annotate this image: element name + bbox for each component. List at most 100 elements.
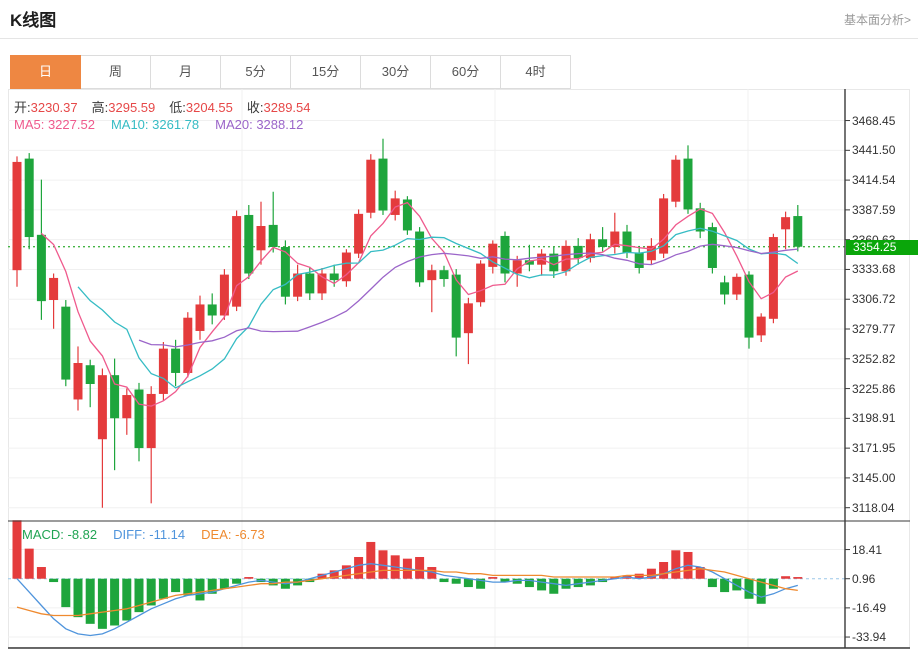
tab-月[interactable]: 月: [151, 55, 221, 89]
price-tick: 3414.54: [852, 173, 896, 188]
macd-bar: [219, 578, 229, 589]
dea-line: [16, 568, 798, 617]
candle-body: [24, 158, 34, 238]
candle-body: [195, 304, 205, 331]
macd-bar: [524, 578, 534, 588]
macd-bar: [366, 541, 376, 579]
tab-15分[interactable]: 15分: [291, 55, 361, 89]
candle-body: [329, 273, 339, 281]
header-divider: [0, 38, 918, 39]
macd-bar: [341, 565, 351, 579]
candle-body: [512, 260, 522, 274]
tab-日[interactable]: 日: [10, 55, 81, 89]
macd-tick: -33.94: [852, 630, 887, 645]
macd-bar: [49, 578, 59, 583]
candle-body: [354, 213, 364, 254]
candle-body: [744, 274, 754, 338]
candle-body: [232, 216, 242, 307]
candle-body: [427, 270, 437, 281]
page-title: K线图: [10, 11, 57, 30]
candle-body: [732, 276, 742, 295]
candle-body: [720, 282, 730, 295]
candle-body: [366, 159, 376, 213]
macd-bar: [451, 578, 461, 584]
candle-body: [768, 237, 778, 319]
tab-5分[interactable]: 5分: [221, 55, 291, 89]
price-tick: 3118.04: [852, 500, 895, 515]
dea-legend: DEA: -6.73: [201, 527, 265, 542]
macd-bar: [744, 578, 754, 599]
interval-tab-bar: 日周月 5分 15分 30分 60分 4时: [10, 55, 571, 89]
candle-body: [97, 375, 107, 440]
diff-line: [16, 563, 798, 637]
candle-body: [12, 161, 22, 271]
macd-bar: [97, 578, 107, 629]
candle-body: [585, 239, 595, 259]
candle-body: [341, 252, 351, 282]
macd-bar: [24, 548, 34, 579]
candle-body: [73, 363, 83, 400]
macd-bar: [354, 556, 364, 579]
candle-body: [256, 226, 266, 251]
macd-bar: [232, 578, 242, 584]
ohlc-label: 高:: [91, 100, 109, 115]
ohlc-value: 3230.37: [30, 100, 78, 115]
macd-bar: [427, 567, 437, 579]
price-tick: 3468.45: [852, 113, 896, 128]
price-tick: 3198.91: [852, 411, 896, 426]
last-price-badge: 3354.25: [846, 239, 918, 255]
price-tick: 3279.77: [852, 322, 896, 336]
candle-body: [488, 243, 498, 267]
macd-tick: 18.41: [852, 542, 883, 557]
macd-bar: [415, 556, 425, 579]
macd-bar: [146, 578, 156, 606]
macd-bar: [671, 550, 681, 579]
candle-body: [305, 273, 315, 294]
macd-bar: [61, 578, 71, 608]
candle-body: [244, 214, 254, 274]
tab-周[interactable]: 周: [81, 55, 151, 89]
candle-body: [634, 252, 644, 268]
tab-60分[interactable]: 60分: [431, 55, 501, 89]
candle-body: [402, 199, 412, 231]
fundamental-analysis-link[interactable]: 基本面分析>: [843, 13, 911, 27]
macd-bar: [659, 562, 669, 579]
macd-bar: [183, 578, 193, 596]
tab-4时[interactable]: 4时: [501, 55, 571, 89]
price-tick: 3441.50: [852, 143, 896, 158]
ohlc-label: 开:: [14, 100, 31, 115]
macd-legend: MACD: -8.82 DIFF: -11.14 DEA: -6.73: [22, 527, 281, 542]
candle-body: [659, 198, 669, 254]
macd-bar: [476, 578, 486, 589]
macd-bar: [12, 520, 22, 579]
macd-bar: [512, 578, 522, 584]
candle-body: [36, 234, 46, 302]
ma20-line: [138, 243, 798, 348]
tab-30分[interactable]: 30分: [361, 55, 431, 89]
chart-container: [8, 89, 910, 648]
candle-body: [781, 217, 791, 230]
candle-body: [268, 224, 278, 247]
macd-bar: [110, 578, 120, 626]
candle-body: [549, 253, 559, 272]
candle-body: [463, 303, 473, 334]
macd-bar: [500, 578, 510, 583]
price-tick: 3387.59: [852, 202, 896, 217]
macd-bar: [720, 578, 730, 593]
candle-body: [110, 375, 120, 419]
ohlc-legend: 开:3230.37 高:3295.59 低:3204.55 收:3289.54: [14, 97, 325, 116]
macd-bar: [549, 578, 559, 594]
candle-body: [219, 274, 229, 316]
macd-bar: [732, 578, 742, 591]
macd-bar: [756, 578, 766, 604]
candle-body: [439, 270, 449, 280]
ma5-line: [40, 201, 799, 407]
macd-bar: [537, 578, 547, 591]
macd-bar: [610, 577, 620, 579]
price-tick: 3171.95: [852, 441, 896, 456]
macd-bar: [768, 578, 778, 589]
candle-body: [500, 235, 510, 274]
macd-bar: [488, 577, 498, 579]
ohlc-label: 低:: [169, 100, 186, 115]
